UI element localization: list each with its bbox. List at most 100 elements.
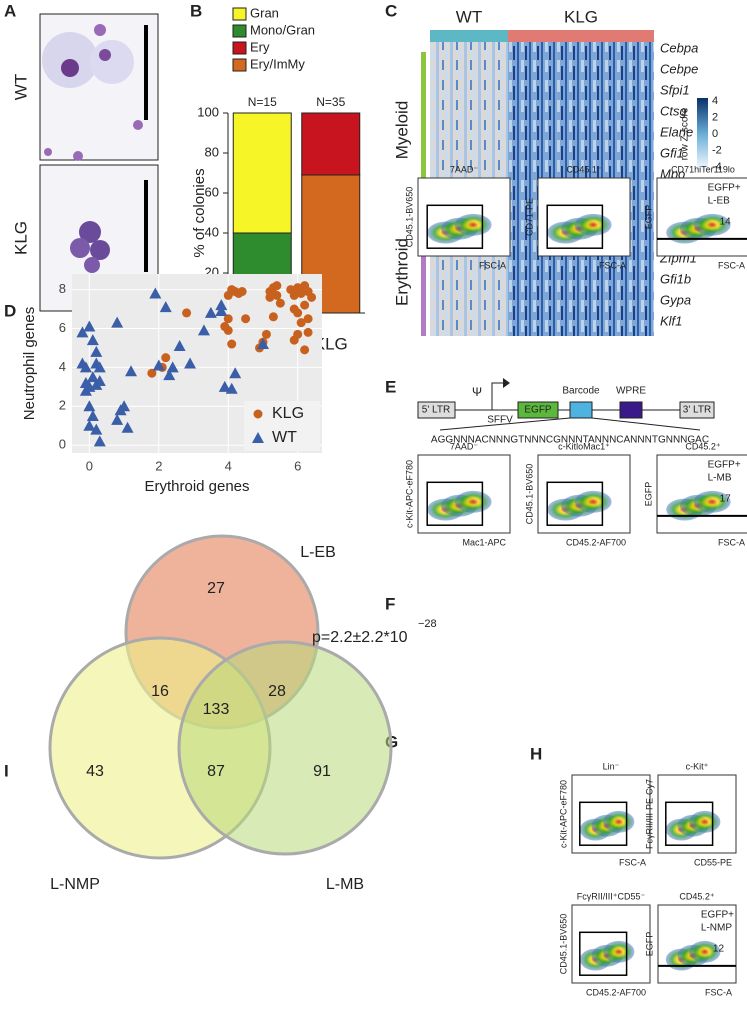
gate-label: EGFP+: [708, 183, 741, 194]
density: [575, 491, 612, 513]
density: [689, 811, 720, 833]
annotation: N=35: [316, 95, 345, 109]
point: [241, 314, 250, 323]
flow-title: Lin⁻: [603, 761, 620, 771]
y-tick-label: 100: [197, 104, 219, 119]
group-bar: [508, 30, 654, 42]
gate-label: 12: [713, 944, 725, 955]
point: [307, 293, 316, 302]
panel-letter: H: [530, 744, 542, 763]
legend-swatch: [233, 42, 246, 54]
y-tick-label: 80: [205, 144, 219, 159]
gene-label: Cebpe: [660, 61, 698, 76]
point: [182, 308, 191, 317]
legend-swatch: [233, 8, 246, 20]
flow-ylabel: FcγRII/III-PE-Cy7: [644, 779, 654, 849]
row-group-label: Myeloid: [392, 101, 411, 160]
gate-label: 17: [720, 494, 732, 505]
x-tick-label: 2: [155, 458, 162, 473]
gene-label: Elane: [660, 124, 693, 139]
cell: [90, 40, 134, 84]
gene-label: Klf1: [660, 313, 682, 328]
legend-label: Mono/Gran: [250, 22, 315, 37]
point: [304, 328, 313, 337]
point: [276, 299, 285, 308]
point: [300, 345, 309, 354]
panel-letter: F: [385, 594, 395, 613]
gene-label: Ctsg: [660, 103, 688, 118]
bar-segment: [233, 113, 291, 233]
colorbar-tick: 0: [712, 128, 718, 140]
venn-circle: [179, 642, 391, 854]
flow-ylabel: CD45.1-BV650: [404, 187, 414, 248]
panel-letter: D: [4, 301, 16, 320]
flow-xlabel: CD45.2-AF700: [586, 987, 646, 997]
flow-ylabel: c-Kit-APC-eF780: [404, 460, 414, 528]
gate-label: EGFP+: [701, 910, 734, 921]
flow-xlabel: FSC-A: [705, 987, 732, 997]
flow-xlabel: CD55-PE: [694, 857, 732, 867]
panel-letter: E: [385, 377, 396, 396]
venn-count: 28: [268, 683, 286, 700]
legend-swatch: [233, 59, 246, 71]
barcode: [570, 402, 592, 418]
flow-title: CD71hiTer119lo: [671, 164, 735, 174]
flow-xlabel: CD45.2-AF700: [566, 537, 626, 547]
flow-title: CD45.2⁺: [679, 891, 715, 901]
density: [603, 811, 634, 833]
x-axis-title: Erythroid genes: [144, 478, 249, 495]
flow-title: CD45.1⁻: [566, 164, 602, 174]
density: [603, 941, 634, 963]
y-tick-label: 2: [59, 398, 66, 413]
set-label: L-MB: [326, 876, 364, 893]
flow-ylabel: EGFP: [644, 932, 654, 957]
legend-label: Ery: [250, 39, 270, 54]
x-tick-label: 6: [294, 458, 301, 473]
promoter-arrow: [503, 378, 510, 388]
annotation: N=15: [248, 95, 277, 109]
legend-label: Ery/ImMy: [250, 56, 305, 71]
venn-count: 27: [207, 580, 225, 597]
group-bar: [430, 30, 508, 42]
point: [238, 287, 247, 296]
point: [304, 314, 313, 323]
gene-label: Gypa: [660, 292, 691, 307]
y-tick-label: 4: [59, 359, 66, 374]
y-tick-label: 0: [59, 437, 66, 452]
panel-letter: B: [190, 1, 202, 20]
gene-label: Sfpi1: [660, 82, 690, 97]
flow-ylabel: EGFP: [643, 482, 653, 507]
point: [269, 312, 278, 321]
cell: [70, 238, 90, 258]
flow-xlabel: FSC-A: [619, 857, 646, 867]
point: [300, 301, 309, 310]
cell: [44, 148, 52, 156]
flow-title: 7AAD⁻: [450, 441, 479, 451]
sample-label: KLG: [11, 221, 30, 255]
element-label: 3' LTR: [683, 405, 711, 416]
venn-count: 43: [86, 763, 104, 780]
flow-title: c-Kit⁺: [686, 761, 709, 771]
point: [265, 293, 274, 302]
gene-label: Gfi1b: [660, 271, 691, 286]
flow-xlabel: FSC-A: [718, 260, 745, 270]
wpre: [620, 402, 642, 418]
x-tick-label: 4: [225, 458, 232, 473]
flow-title: c-KitloMac1⁺: [558, 441, 610, 451]
legend-swatch: [233, 25, 246, 37]
flow-xlabel: Mac1-APC: [462, 537, 506, 547]
point: [161, 353, 170, 362]
flow-ylabel: c-Kit-APC-eF780: [558, 780, 568, 848]
density: [575, 214, 612, 236]
flow-xlabel: FSC-A: [479, 260, 506, 270]
venn-count: 133: [203, 701, 230, 718]
point: [290, 336, 299, 345]
gate-label: EGFP+: [708, 460, 741, 471]
flow-ylabel: CD45.1-BV650: [524, 464, 534, 525]
colorbar-tick: 4: [712, 95, 718, 107]
y-axis-title: % of colonies: [191, 168, 208, 257]
point: [262, 330, 271, 339]
point: [272, 281, 281, 290]
colorbar-tick: -2: [712, 144, 722, 156]
